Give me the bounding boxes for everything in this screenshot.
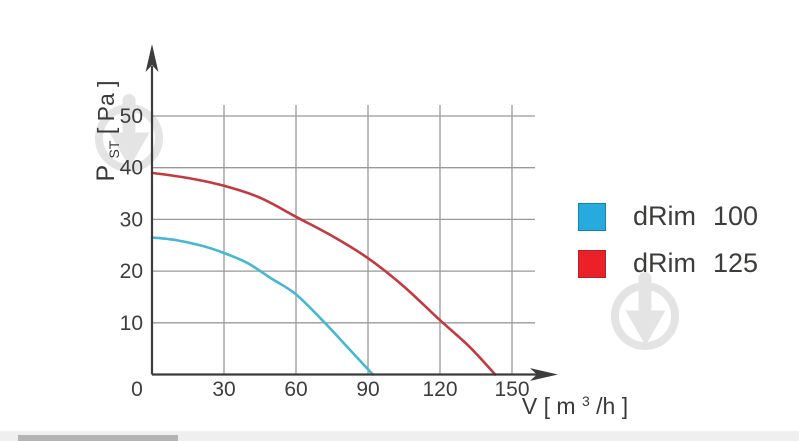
legend-series-name: dRim (633, 201, 697, 231)
x-axis-arrow-icon (530, 368, 558, 381)
axes (145, 44, 558, 381)
x-tick-label: 120 (422, 378, 457, 401)
funnel-circle-watermark-icon (95, 94, 163, 172)
series-curves (150, 171, 497, 376)
y-tick-label: 40 (120, 157, 143, 180)
tick-labels: 10 20 30 40 50 0 30 60 90 120 150 (120, 105, 530, 401)
horizontal-scrollbar-thumb[interactable] (18, 435, 178, 441)
x-tick-label: 60 (284, 378, 307, 401)
curve-drim-100 (150, 236, 375, 376)
x-tick-label: 150 (494, 378, 529, 401)
x-axis-title: V [ m 3 /h ] (522, 385, 628, 419)
legend-item-drim-100: dRim 100 (578, 201, 759, 231)
legend-series-value: 100 (713, 201, 759, 231)
legend-series-name: dRim (633, 248, 697, 278)
funnel-circle-watermark-icon (611, 272, 679, 350)
y-tick-label: 30 (120, 208, 143, 231)
legend-item-drim-125: dRim 125 (578, 248, 759, 278)
x-tick-label: 0 (131, 378, 143, 401)
x-tick-label: 30 (212, 378, 235, 401)
legend-swatch-drim-100 (578, 202, 606, 231)
y-axis-title: P ST [ Pa ] (92, 80, 124, 181)
x-tick-label: 90 (356, 378, 379, 401)
horizontal-scrollbar-track[interactable] (0, 431, 799, 441)
curve-drim-125 (150, 171, 497, 376)
y-tick-label: 10 (120, 312, 143, 335)
legend-series-value: 125 (713, 248, 759, 278)
legend-swatch-drim-125 (578, 249, 606, 278)
legend: dRim 100 dRim 125 (578, 201, 759, 296)
grid-lines (152, 105, 535, 375)
y-axis-arrow-icon (145, 44, 159, 72)
y-tick-label: 20 (120, 260, 143, 283)
y-tick-label: 50 (120, 105, 143, 128)
